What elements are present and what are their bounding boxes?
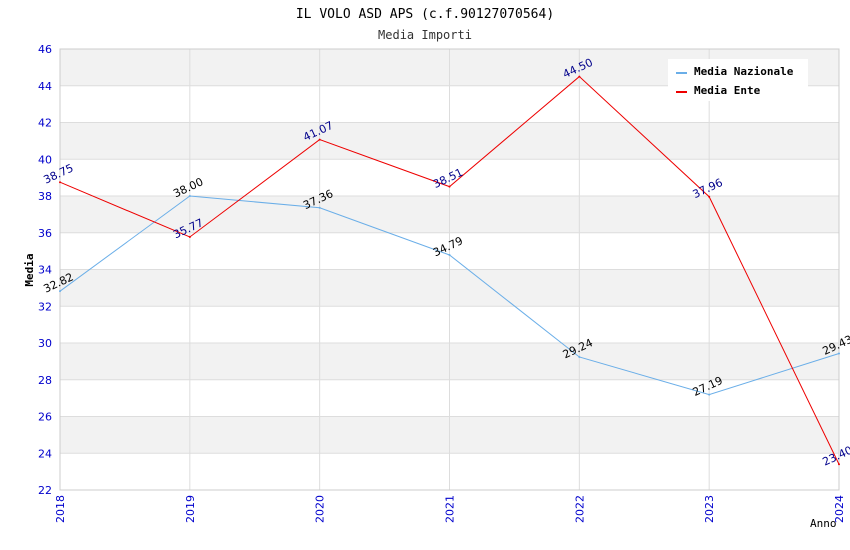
data-point	[708, 195, 711, 198]
y-tick-label: 22	[38, 484, 52, 497]
data-point	[448, 253, 451, 256]
y-axis-ticks: 22 24 26 28 30 32 34 36 38 40 42 44 46	[38, 43, 52, 497]
y-tick-label: 46	[38, 43, 52, 56]
series-lines	[59, 75, 840, 466]
x-tick-label: 2021	[444, 495, 457, 523]
legend-item-media-ente: Media Ente	[676, 84, 761, 97]
x-axis-ticks: 2018 2019 2020 2021 2022 2023 2024	[54, 495, 846, 523]
y-tick-label: 36	[38, 227, 52, 240]
x-tick-label: 2024	[833, 495, 846, 523]
x-axis-title: Anno	[810, 517, 837, 530]
y-axis-title: Media	[23, 253, 36, 286]
chart-title: IL VOLO ASD APS (c.f.90127070564)	[296, 7, 554, 22]
data-label: 38.51	[431, 166, 465, 191]
data-point	[188, 235, 191, 238]
y-tick-label: 28	[38, 374, 52, 387]
x-tick-label: 2023	[703, 495, 716, 523]
data-point	[318, 206, 321, 209]
x-tick-label: 2020	[314, 495, 327, 523]
legend: Media Nazionale Media Ente	[668, 59, 808, 101]
data-point	[59, 181, 61, 184]
y-tick-label: 38	[38, 190, 52, 203]
x-tick-label: 2018	[54, 495, 67, 523]
data-label: 34.79	[431, 234, 465, 259]
plot-area-border	[59, 48, 840, 491]
y-tick-label: 26	[38, 411, 52, 424]
data-point	[708, 393, 711, 396]
legend-box	[668, 59, 808, 101]
data-point	[188, 195, 191, 197]
data-point	[838, 352, 840, 355]
y-tick-label: 24	[38, 447, 52, 460]
y-tick-label: 32	[38, 300, 52, 313]
legend-item-media-nazionale: Media Nazionale	[676, 65, 794, 78]
y-tick-label: 42	[38, 117, 52, 130]
x-tick-label: 2022	[573, 495, 586, 523]
legend-label: Media Nazionale	[694, 65, 794, 78]
data-point	[578, 75, 581, 78]
legend-label: Media Ente	[694, 84, 761, 97]
data-point	[578, 355, 581, 358]
data-point	[59, 290, 61, 293]
y-tick-label: 40	[38, 153, 52, 166]
data-point	[448, 185, 451, 188]
x-tick-label: 2019	[184, 495, 197, 523]
chart-subtitle: Media Importi	[378, 28, 472, 42]
y-tick-label: 30	[38, 337, 52, 350]
y-tick-label: 44	[38, 80, 52, 93]
y-tick-label: 34	[38, 264, 52, 277]
data-point	[318, 138, 321, 141]
data-point	[838, 463, 840, 466]
